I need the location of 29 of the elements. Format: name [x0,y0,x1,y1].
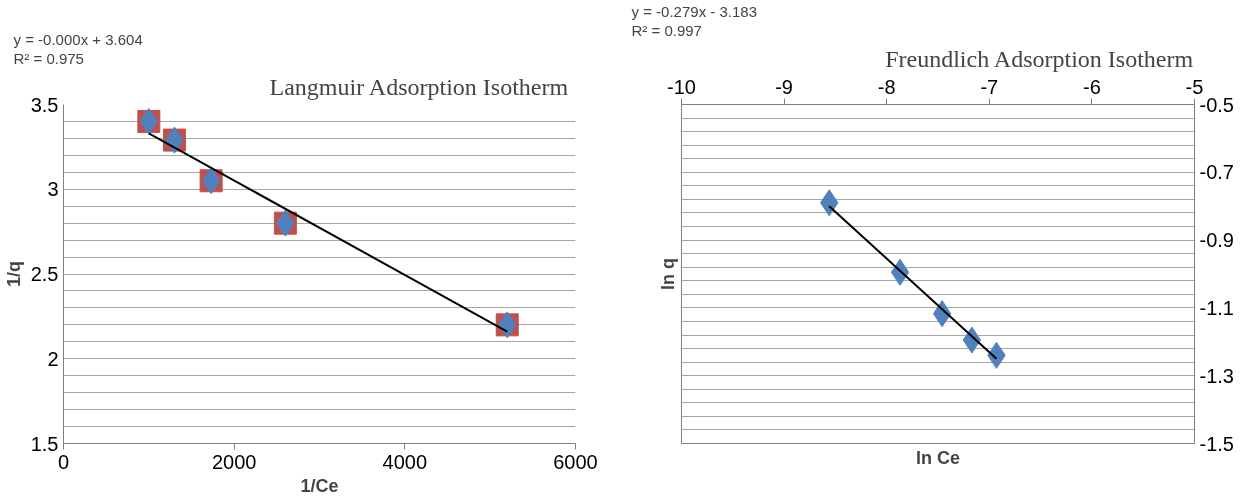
x-tick-label: -9 [775,75,794,98]
y-tick-label: -0.9 [1199,229,1234,252]
y-axis-title: ln q [657,258,678,290]
text: y = -0.279x - 3.183 [631,2,757,20]
y-tick-label: -1.1 [1199,296,1234,319]
x-tick-label: -10 [667,75,696,98]
x-tick-label: 0 [57,450,70,473]
x-tick-label: 2000 [211,450,257,473]
text: R² = 0.975 [13,49,84,67]
x-axis-title: 1/Ce [300,475,339,496]
chart-title: Langmuir Adsorption Isotherm [269,73,569,100]
y-tick-label: -1.3 [1199,364,1234,387]
y-tick-label: 1.5 [30,432,59,455]
x-tick-label: -6 [1083,75,1101,98]
x-tick-label: -8 [877,75,896,98]
y-axis-title: 1/q [3,260,24,287]
x-tick-label: 6000 [553,450,598,473]
x-tick-label: -7 [980,75,999,98]
y-tick-label: 2 [47,347,59,370]
y-tick-label: 2.5 [30,263,59,285]
y-tick-label: 3.5 [30,93,59,116]
text: y = -0.000x + 3.604 [13,30,143,48]
y-tick-label: 3 [47,178,59,201]
x-axis-title: ln Ce [916,447,961,468]
text: R² = 0.997 [631,21,702,39]
y-tick-label: -1.5 [1199,432,1234,455]
y-tick-label: -0.7 [1199,161,1234,184]
chart-title: Freundlich Adsorption Isotherm [885,45,1194,72]
x-tick-label: 4000 [382,450,428,473]
